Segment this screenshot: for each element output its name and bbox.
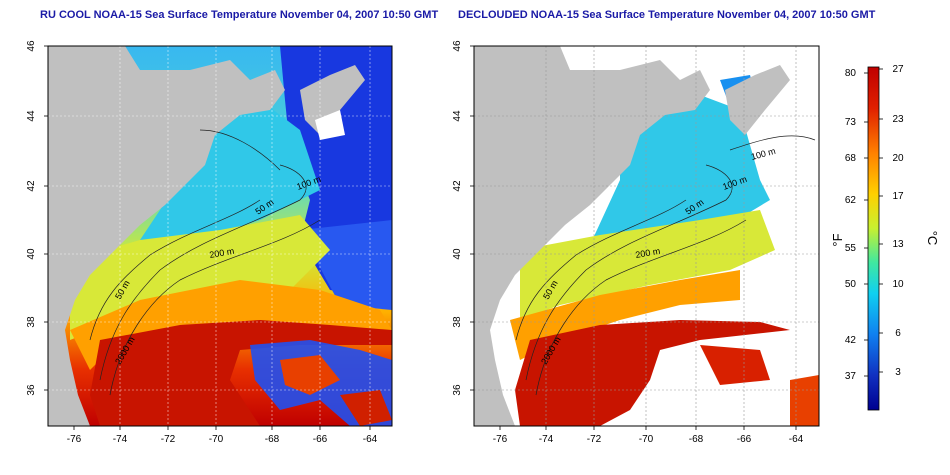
y-tick-label: 36 bbox=[452, 384, 463, 396]
right-gulf-stream bbox=[515, 320, 790, 426]
right-nova-scotia bbox=[725, 65, 790, 135]
x-tick-label: -64 bbox=[363, 434, 378, 445]
x-tick-label: -76 bbox=[67, 434, 82, 445]
fahrenheit-tick-label: 62 bbox=[845, 195, 857, 206]
fahrenheit-tick-label: 42 bbox=[845, 335, 857, 346]
x-tick-label: -68 bbox=[265, 434, 280, 445]
x-tick-label: -70 bbox=[209, 434, 224, 445]
y-tick-label: 38 bbox=[452, 316, 463, 328]
y-tick-label: 42 bbox=[26, 180, 37, 192]
colorbar bbox=[867, 66, 880, 411]
y-tick-label: 40 bbox=[452, 248, 463, 260]
left-warm-eddy-2 bbox=[340, 390, 392, 426]
celsius-tick-label: 13 bbox=[892, 239, 904, 250]
right-map bbox=[474, 46, 819, 426]
right-panel-title: DECLOUDED NOAA-15 Sea Surface Temperatur… bbox=[458, 9, 876, 21]
celsius-tick-label: 17 bbox=[892, 191, 904, 202]
celsius-tick-label: 10 bbox=[892, 279, 904, 290]
fahrenheit-tick-label: 73 bbox=[845, 117, 857, 128]
fahrenheit-tick-label: 80 bbox=[845, 68, 857, 79]
colorbar-ticks: 80 73 68 62 55 50 42 37 27 23 20 17 13 10 6 3 °F °C bbox=[830, 64, 940, 382]
celsius-unit-label: °C bbox=[925, 231, 940, 246]
celsius-tick-label: 27 bbox=[892, 64, 904, 75]
x-tick-label: -70 bbox=[639, 434, 654, 445]
right-warm-eddy-2 bbox=[790, 375, 819, 426]
x-tick-label: -72 bbox=[587, 434, 602, 445]
y-tick-label: 46 bbox=[452, 40, 463, 52]
left-nova-scotia bbox=[300, 65, 365, 135]
right-land-mass bbox=[474, 46, 710, 426]
y-tick-label: 38 bbox=[26, 316, 37, 328]
right-warm-eddy bbox=[700, 345, 770, 385]
left-panel-title: RU COOL NOAA-15 Sea Surface Temperature … bbox=[40, 9, 439, 21]
left-map bbox=[48, 46, 392, 426]
left-warm-eddy bbox=[280, 355, 340, 395]
left-shelf-water bbox=[140, 100, 320, 250]
celsius-tick-label: 20 bbox=[892, 153, 904, 164]
y-tick-label: 42 bbox=[452, 180, 463, 192]
y-tick-label: 36 bbox=[26, 384, 37, 396]
right-map-frame bbox=[473, 45, 820, 427]
fahrenheit-tick-label: 37 bbox=[845, 371, 857, 382]
celsius-tick-label: 23 bbox=[892, 114, 904, 125]
x-tick-label: -66 bbox=[313, 434, 328, 445]
contour-label: 200 m bbox=[209, 246, 235, 260]
x-tick-label: -74 bbox=[539, 434, 554, 445]
left-grid bbox=[48, 46, 392, 426]
left-warm-band bbox=[70, 280, 392, 370]
contour-label: 200 m bbox=[635, 246, 661, 260]
x-tick-label: -72 bbox=[161, 434, 176, 445]
left-land-mass bbox=[48, 46, 285, 426]
fahrenheit-unit-label: °F bbox=[830, 233, 845, 246]
left-cloud-patch bbox=[315, 110, 345, 140]
y-tick-label: 40 bbox=[26, 248, 37, 260]
right-grid bbox=[474, 46, 819, 426]
x-tick-label: -68 bbox=[689, 434, 704, 445]
axis-ticks: -76 -74 -72 -70 -68 -66 -64 36 38 40 42 44 46 -76 -74 -… bbox=[26, 40, 804, 445]
celsius-tick-label: 6 bbox=[895, 328, 901, 339]
celsius-tick-label: 3 bbox=[895, 367, 901, 378]
x-tick-label: -64 bbox=[789, 434, 804, 445]
left-gulf-stream bbox=[90, 320, 392, 426]
x-tick-label: -74 bbox=[113, 434, 128, 445]
x-tick-label: -66 bbox=[737, 434, 752, 445]
y-tick-label: 44 bbox=[452, 110, 463, 122]
fahrenheit-tick-label: 55 bbox=[845, 243, 857, 254]
fahrenheit-tick-label: 50 bbox=[845, 279, 857, 290]
y-tick-label: 46 bbox=[26, 40, 37, 52]
left-map-frame bbox=[47, 45, 393, 427]
y-tick-label: 44 bbox=[26, 110, 37, 122]
fahrenheit-tick-label: 68 bbox=[845, 153, 857, 164]
x-tick-label: -76 bbox=[493, 434, 508, 445]
